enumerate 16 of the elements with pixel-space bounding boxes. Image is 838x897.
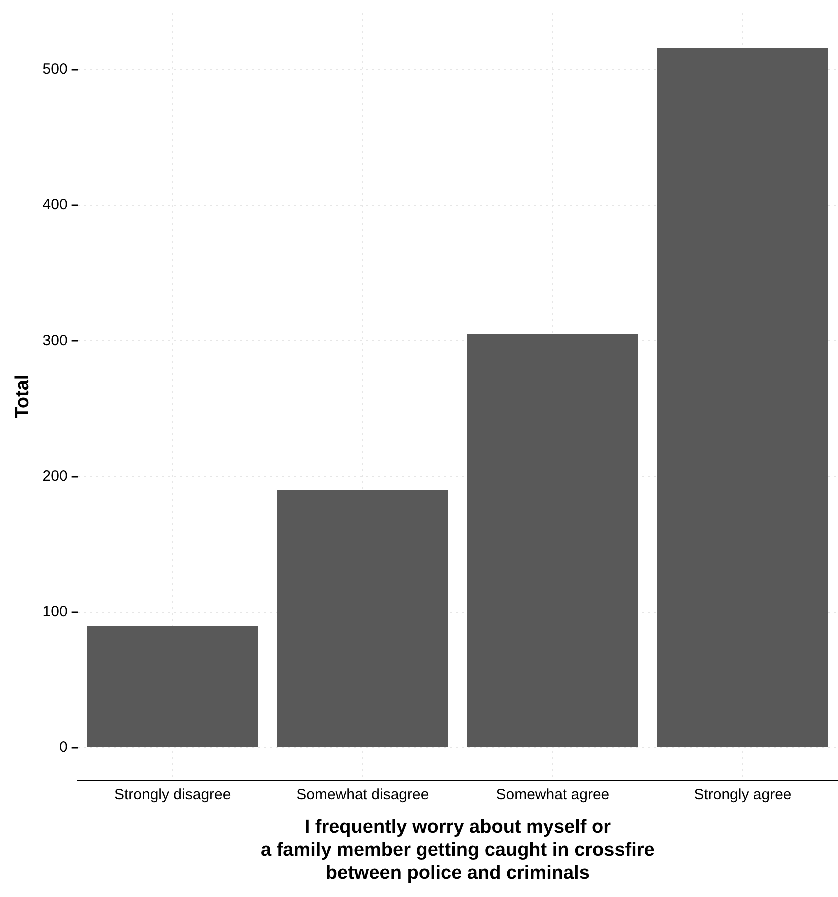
x-axis-title: I frequently worry about myself or a family member getting caught in crossfire between police and criminals [261,817,655,884]
y-tick-label: 400 [42,196,68,214]
bar [657,48,828,748]
bar [277,490,448,748]
y-tick-label: 500 [42,61,68,78]
y-tick-label: 300 [42,332,68,350]
bar [467,334,638,748]
x-tick-label: Somewhat disagree [296,786,430,804]
x-tick-label: Strongly disagree [114,786,232,804]
y-axis-title: Total [12,374,34,419]
y-tick-label: 100 [42,604,68,621]
x-tick-label: Strongly agree [694,786,792,804]
y-tick-label: 0 [59,739,68,756]
x-tick-label: Somewhat agree [496,786,610,804]
bar [87,626,258,748]
y-tick-label: 200 [42,468,68,485]
